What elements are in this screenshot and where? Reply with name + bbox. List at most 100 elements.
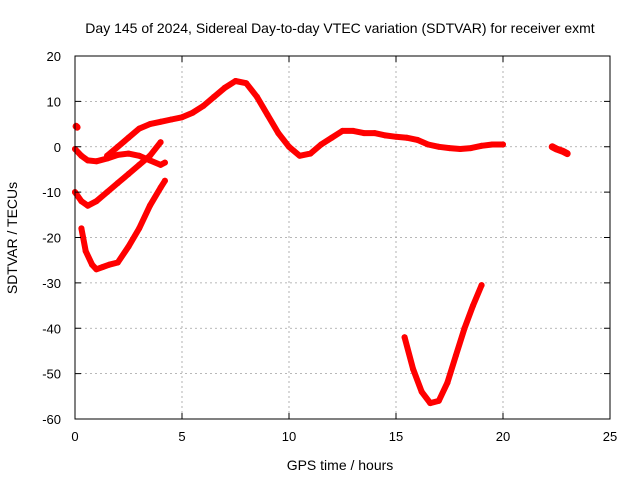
data-point-track-e [444,379,451,386]
series-line-track-d [104,78,506,159]
y-tick-label: -40 [42,321,61,336]
data-point-track-c [114,259,121,266]
data-point-track-b [104,189,111,196]
data-point-track-d [489,141,496,148]
series-line-track-e [401,282,485,407]
x-tick-label: 15 [389,429,403,444]
data-point-track-f [553,146,560,152]
data-point-track-d [478,142,485,149]
series-line-track-c [78,177,168,273]
data-point-track-c [161,177,168,184]
data-point-track-c [157,184,164,191]
y-tick-label: -10 [42,185,61,200]
data-point-track-b [114,180,121,186]
x-tick-label: 5 [178,429,185,444]
x-tick-label: 0 [71,429,78,444]
data-point-track-d [179,114,185,121]
data-point-track-d [264,112,271,118]
data-point-track-d [253,93,260,100]
x-tick-label: 20 [496,429,510,444]
data-point-track-d [307,150,314,157]
data-point-track-d [125,134,132,141]
data-point-track-d [446,145,453,152]
data-point-track-d [168,116,175,123]
data-point-track-e [461,325,468,332]
data-point-track-c [78,225,85,232]
data-point-track-d [157,118,164,125]
data-point-track-d [296,152,303,159]
data-point-track-d [200,102,207,109]
data-point-track-b [157,139,164,146]
data-point-track-b [125,171,132,177]
data-point-track-d [414,136,421,143]
series-line-track-b [72,139,164,209]
y-tick-label: -50 [42,367,61,382]
data-point-track-e [452,352,459,359]
data-point-track-d [318,141,325,148]
data-point-track-d [435,143,442,150]
chart-title: Day 145 of 2024, Sidereal Day-to-day VTE… [85,20,594,36]
data-point-track-a [114,151,121,158]
data-point-track-c [93,266,100,273]
data-point-track-b [146,152,153,159]
data-point-track-d [371,130,378,137]
data-point-track-c [146,202,153,209]
data-point-track-d [136,125,143,132]
data-point-track-a [78,152,85,159]
data-point-track-c [99,264,106,270]
data-point-track-b [84,202,91,209]
data-point-track-c [82,248,89,255]
data-point-track-d [189,109,196,116]
data-point-track-a [161,159,168,166]
data-point-track-e [435,397,442,404]
data-point-track-d [457,146,464,152]
x-axis-label: GPS time / hours [287,457,394,473]
y-tick-label: 0 [54,140,61,155]
y-tick-label: -60 [42,412,61,427]
data-point-track-a [125,150,132,157]
data-point-track-d [382,132,389,139]
y-tick-label: 10 [47,94,61,109]
data-point-track-d [425,141,432,148]
data-point-track-a [136,152,143,159]
data-point-track-f [564,150,571,157]
data-point-track-a [84,157,91,164]
data-point-track-d [393,133,399,140]
data-point-track-c [106,261,113,268]
data-point-track-a [93,158,100,165]
data-point-track-b [78,198,85,205]
data-point-track-c [125,243,132,250]
data-point-track-d [104,152,111,159]
data-point-track-b [93,198,100,205]
data-point-track-d [286,143,292,150]
data-point-track-d [328,134,335,141]
data-series [72,78,571,407]
data-point-track-d [360,130,367,137]
data-point-track-e [478,282,485,289]
data-point-track-d [403,134,410,141]
x-tick-label: 25 [603,429,617,444]
data-point-track-d [221,84,228,91]
data-point-track-c [89,261,96,268]
data-point-track-d [339,127,346,134]
data-point-track-d [211,93,218,100]
grid-lines [75,56,610,419]
data-point-track-g [74,124,81,131]
data-point-track-e [401,334,408,341]
data-point-track-b [136,161,143,168]
data-point-track-d [500,141,506,148]
data-point-track-d [146,121,153,128]
data-point-track-d [350,127,357,134]
data-point-track-d [232,78,239,84]
x-tick-label: 10 [282,429,296,444]
y-axis-label: SDTVAR / TECUs [4,182,20,294]
axis-ticks: 0 5 10 15 20 25 -60 -50 -40 -30 -20 -10 0 10 20 [42,49,617,444]
data-point-track-e [410,366,417,373]
y-tick-label: -30 [42,276,61,291]
data-point-track-e [470,302,476,309]
data-point-track-d [275,130,282,137]
data-point-track-e [418,388,425,395]
data-point-track-e [427,400,434,407]
data-point-track-d [114,143,121,150]
